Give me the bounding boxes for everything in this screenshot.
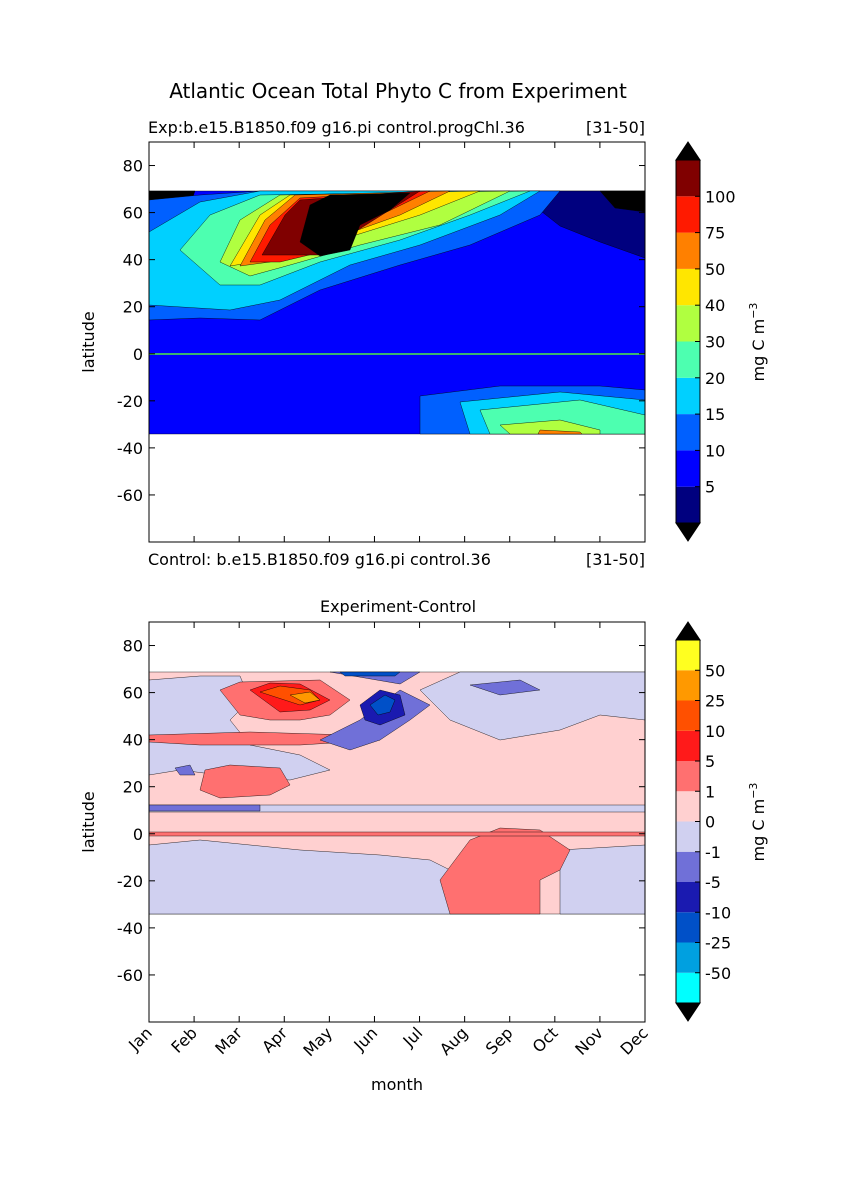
colorbar-segment <box>676 414 700 451</box>
contour-region <box>369 694 396 716</box>
colorbar-segment <box>676 700 700 731</box>
y-axis-label: latitude <box>79 791 98 852</box>
y-tick-label: 20 <box>123 778 143 797</box>
colorbar-segment <box>676 486 700 523</box>
x-axis-label: month <box>371 1075 423 1094</box>
suptitle: Atlantic Ocean Total Phyto C from Experi… <box>169 79 627 103</box>
colorbar-segment <box>676 640 700 671</box>
panel-footer-right: [31-50] <box>586 550 645 569</box>
y-axis-label: latitude <box>79 311 98 372</box>
y-tick-label: 80 <box>123 637 143 656</box>
colorbar-segment <box>676 972 700 1003</box>
y-tick-label: 60 <box>123 684 143 703</box>
colorbar-segment <box>676 882 700 913</box>
colorbar-segment <box>676 851 700 882</box>
colorbar-tick-label: 5 <box>705 478 715 497</box>
colorbar-tick-label: 10 <box>705 441 725 460</box>
y-tick-label: 0 <box>133 345 143 364</box>
y-tick-label: -40 <box>117 919 143 938</box>
y-tick-label: -60 <box>117 486 143 505</box>
contour-field <box>148 190 646 435</box>
colorbar-tick-label: 15 <box>705 405 725 424</box>
colorbar-segment <box>676 160 700 197</box>
colorbar-tick-label: -25 <box>705 934 731 953</box>
axes-frame <box>148 621 646 1023</box>
colorbar-segment <box>676 730 700 761</box>
colorbar-segment <box>676 942 700 973</box>
contour-region <box>469 679 541 696</box>
colorbar-segment <box>676 377 700 415</box>
colorbar-tick-label: 10 <box>705 722 725 741</box>
colorbar-tick-label: 75 <box>705 224 725 243</box>
colorbar-segment <box>676 232 700 269</box>
y-tick-label: 0 <box>133 825 143 844</box>
contour-region <box>148 804 261 812</box>
contour-region <box>339 671 401 677</box>
colorbar-tick-label: 25 <box>705 692 725 711</box>
colorbar-segment <box>676 821 700 852</box>
colorbar-segment <box>676 450 700 487</box>
colorbar-tick-label: 50 <box>705 260 725 279</box>
colorbar-label: mg C m−3 <box>747 783 768 862</box>
axes-frame <box>148 141 646 543</box>
panel-title: Experiment-Control <box>320 597 476 616</box>
y-tick-label: 40 <box>123 251 143 270</box>
y-tick-label: 80 <box>123 157 143 176</box>
colorbar-label: mg C m−3 <box>747 303 768 382</box>
contour-region <box>499 419 601 435</box>
colorbar-segment <box>676 305 700 342</box>
panel-title-right: [31-50] <box>586 118 645 137</box>
colorbar-tick-label: -50 <box>705 964 731 983</box>
colorbar-tick-label: 100 <box>705 187 736 206</box>
colorbar-tick-label: 1 <box>705 782 715 801</box>
colorbar-segment <box>676 196 700 233</box>
colorbar-segment <box>676 268 700 306</box>
contour-region <box>299 192 411 257</box>
colorbar-segment <box>676 791 700 822</box>
contour-region <box>419 671 646 741</box>
y-tick-label: -40 <box>117 439 143 458</box>
colorbar-segment <box>676 341 700 378</box>
contour-region <box>559 844 646 915</box>
colorbar-segment <box>676 670 700 701</box>
contour-region <box>174 764 196 776</box>
contour-field <box>148 671 646 915</box>
y-tick-label: -20 <box>117 392 143 411</box>
panel-footer-left: Control: b.e15.B1850.f09 g16.pi control.… <box>148 550 491 569</box>
colorbar-tick-label: 50 <box>705 661 725 680</box>
colorbar-tick-label: -5 <box>705 873 721 892</box>
contour-region <box>148 831 646 837</box>
y-tick-label: 40 <box>123 731 143 750</box>
y-tick-label: 60 <box>123 204 143 223</box>
colorbar-tick-label: 30 <box>705 333 725 352</box>
colorbar-tick-label: 40 <box>705 296 725 315</box>
colorbar-tick-label: 5 <box>705 752 715 771</box>
colorbar-tick-label: -1 <box>705 843 721 862</box>
colorbar-segment <box>676 761 700 792</box>
panel-title-left: Exp:b.e15.B1850.f09 g16.pi control.progC… <box>148 118 525 137</box>
colorbar-tick-label: -10 <box>705 903 731 922</box>
colorbar-segment <box>676 912 700 943</box>
colorbar-tick-label: 20 <box>705 369 725 388</box>
y-tick-label: -60 <box>117 966 143 985</box>
contour-region <box>199 764 291 799</box>
y-tick-label: 20 <box>123 298 143 317</box>
y-tick-label: -20 <box>117 872 143 891</box>
contour-region <box>537 429 583 435</box>
contour-region <box>289 691 321 704</box>
colorbar-tick-label: 0 <box>705 813 715 832</box>
